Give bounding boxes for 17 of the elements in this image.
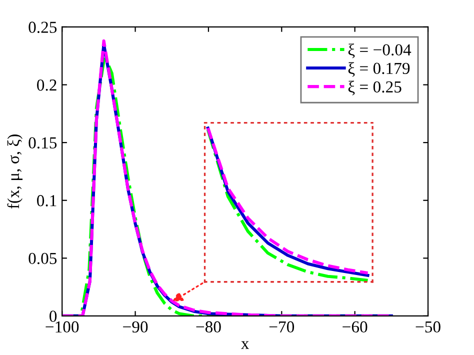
x-tick-label: −100 — [46, 321, 79, 333]
x-tick-label: −60 — [342, 321, 368, 333]
x-tick-label: −90 — [123, 321, 148, 333]
x-tick-label: −80 — [196, 321, 221, 333]
x-tick-label: −70 — [269, 321, 294, 333]
y-tick-label: 0.15 — [28, 137, 57, 149]
legend-label: ξ = 0.25 — [348, 80, 402, 96]
y-tick-label: 0 — [50, 310, 57, 322]
y-tick-label: 0.2 — [37, 79, 56, 91]
y-tick-label: 0.1 — [37, 195, 56, 206]
x-tick-label: −50 — [416, 321, 440, 333]
y-tick-label: 0.05 — [28, 252, 57, 264]
x-axis-title: x — [241, 341, 250, 349]
y-tick-label: 0.25 — [28, 22, 57, 33]
legend-label: ξ = −0.04 — [348, 44, 412, 58]
legend-label: ξ = 0.179 — [348, 62, 410, 77]
y-axis-title: f(x, μ, σ, ξ) — [7, 134, 23, 209]
